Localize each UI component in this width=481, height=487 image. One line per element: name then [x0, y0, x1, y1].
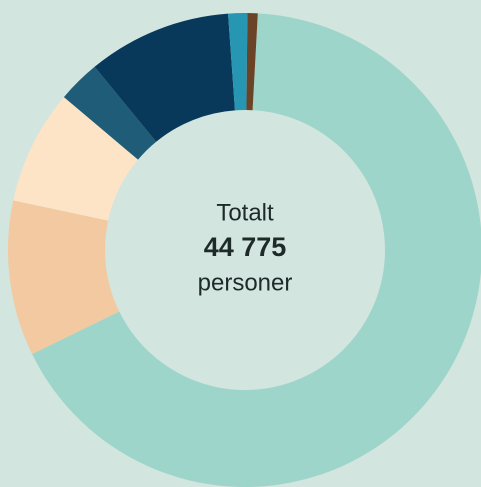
- slices: [7, 13, 481, 487]
- slice: [13, 97, 139, 221]
- slice: [246, 13, 258, 111]
- center-total: 44 775: [204, 232, 287, 262]
- center-unit: personer: [198, 269, 293, 296]
- slice: [32, 13, 481, 487]
- slice: [94, 13, 235, 142]
- slice: [228, 13, 248, 111]
- slice: [63, 66, 157, 160]
- slice: [7, 200, 120, 355]
- center-label: Totalt: [216, 199, 274, 226]
